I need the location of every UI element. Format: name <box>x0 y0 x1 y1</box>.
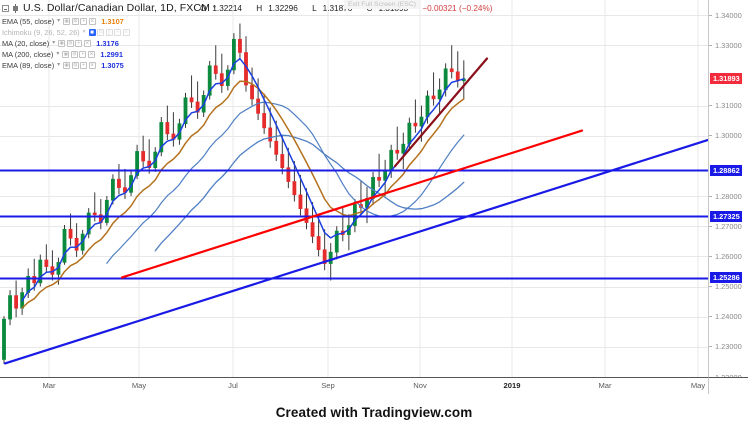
exit-fullscreen-tooltip: Exit Full Screen (ESC) <box>344 0 420 9</box>
add-icon[interactable]: + <box>80 17 88 25</box>
chart-plot-area[interactable] <box>0 0 708 377</box>
candlestick-icon[interactable] <box>12 4 20 13</box>
moving-average-series <box>21 57 465 309</box>
major-uptrend-blue <box>3 138 708 365</box>
legend-indicator-name[interactable]: MA (200, close) <box>2 50 54 59</box>
time-axis[interactable]: Mar May Jul Sep Nov 2019 Mar May <box>0 377 708 394</box>
settings-icon[interactable]: ⚙ <box>71 17 79 25</box>
legend-indicator-name[interactable]: EMA (89, close) <box>2 61 55 70</box>
bracket-icon[interactable]: [] <box>105 29 113 36</box>
legend-indicator-value: 1.2991 <box>100 50 123 59</box>
price-badge-support-1[interactable]: 1.27325 <box>710 210 742 222</box>
close-icon[interactable]: ✕ <box>88 61 96 69</box>
time-tick: Mar <box>598 381 612 390</box>
close-icon[interactable]: ✕ <box>87 50 95 58</box>
close-icon[interactable]: ✕ <box>83 39 91 47</box>
chevron-down-icon[interactable]: ▾ <box>56 51 60 57</box>
chevron-down-icon[interactable]: ▾ <box>212 5 216 11</box>
legend-indicator-name[interactable]: Ichimoku (9, 26, 52, 26) <box>2 28 80 37</box>
legend-row-3[interactable]: MA (200, close) ▾ ◉ ⚙ + ✕ 1.2991 <box>2 49 219 60</box>
eye-icon[interactable]: ◉ <box>62 50 70 58</box>
eye-icon[interactable]: ◉ <box>63 61 71 69</box>
legend-symbol-row[interactable]: U.S. Dollar/Canadian Dollar, 1D, FXCM ▾ <box>2 2 219 15</box>
time-tick: 2019 <box>503 381 521 390</box>
chevron-down-icon[interactable]: ▾ <box>52 40 56 46</box>
price-tick: 1.28000 <box>709 191 742 202</box>
legend-indicator-rows: EMA (55, close) ▾ ◉ ⚙ + ✕ 1.3107 Ichimoku (9, 2… <box>2 16 219 71</box>
legend-indicator-value: 1.3176 <box>96 39 119 48</box>
legend-indicator-value: 1.3107 <box>101 17 124 26</box>
collapse-icon[interactable] <box>2 5 9 12</box>
add-icon[interactable]: + <box>80 61 88 69</box>
close-icon[interactable]: ✕ <box>88 17 96 25</box>
legend-row-4[interactable]: EMA (89, close) ▾ ◉ ⚙ + ✕ 1.3075 <box>2 60 219 71</box>
change-value: −0.00321 (−0.24%) <box>422 4 493 13</box>
price-tick: 1.27000 <box>709 221 742 232</box>
symbol-title[interactable]: U.S. Dollar/Canadian Dollar, 1D, FXCM <box>23 2 210 14</box>
price-tick: 1.31000 <box>709 100 742 111</box>
legend-row-2[interactable]: MA (20, close) ▾ ◉ ⚙ + ✕ 1.3176 <box>2 38 219 49</box>
add-icon[interactable]: + <box>114 28 122 36</box>
eye-icon[interactable]: ◉ <box>63 17 71 25</box>
chevron-down-icon[interactable]: ▾ <box>57 18 61 24</box>
legend-row-1[interactable]: Ichimoku (9, 26, 52, 26) ▾ ◉ ⚙[] + ✕ <box>2 27 219 38</box>
price-axis[interactable]: 1.34000 1.33000 1.31000 1.30000 1.28000 1.270… <box>708 0 748 382</box>
ema-89-line <box>106 101 465 264</box>
chevron-down-icon[interactable]: ▾ <box>82 29 86 35</box>
time-tick: May <box>690 381 706 390</box>
add-icon[interactable]: + <box>79 50 87 58</box>
chart-canvas <box>0 0 708 377</box>
legend-indicator-name[interactable]: EMA (55, close) <box>2 17 55 26</box>
eye-icon[interactable]: ◉ <box>58 39 66 47</box>
legend-indicator-value: 1.3075 <box>101 61 124 70</box>
settings-icon[interactable]: ⚙ <box>66 39 74 47</box>
ema-55-line <box>21 80 465 309</box>
time-tick: May <box>131 381 147 390</box>
eye-icon[interactable]: ◉ <box>88 28 96 36</box>
page-caption: Created with Tradingview.com <box>275 405 473 420</box>
axis-corner <box>708 377 748 394</box>
time-tick: Mar <box>42 381 56 390</box>
gridlines <box>0 0 708 377</box>
legend-indicator-name[interactable]: MA (20, close) <box>2 39 50 48</box>
settings-icon[interactable]: ⚙ <box>71 61 79 69</box>
ma-200-line <box>154 134 465 252</box>
chart-frame: U.S. Dollar/Canadian Dollar, 1D, FXCM ▾ … <box>0 0 748 394</box>
price-tick: 1.26000 <box>709 251 742 262</box>
candlestick-series <box>2 23 466 364</box>
price-badge-last-price[interactable]: 1.31893 <box>710 73 742 85</box>
high-label: H 1.32296 <box>256 4 298 13</box>
price-badge-resistance-1[interactable]: 1.28862 <box>710 164 742 176</box>
horizontal-levels <box>0 169 708 280</box>
time-tick: Nov <box>413 381 427 390</box>
legend-row-0[interactable]: EMA (55, close) ▾ ◉ ⚙ + ✕ 1.3107 <box>2 16 219 27</box>
chevron-down-icon[interactable]: ▾ <box>57 62 61 68</box>
add-icon[interactable]: + <box>75 39 83 47</box>
price-tick: 1.25000 <box>709 281 742 292</box>
ma-20-line <box>21 57 465 302</box>
price-tick: 1.23000 <box>709 341 742 352</box>
steep-uptrend-darkred <box>393 57 489 168</box>
trendlines <box>3 57 708 365</box>
mid-uptrend-red <box>120 129 584 279</box>
time-tick: Sep <box>321 381 335 390</box>
settings-icon[interactable]: ⚙ <box>70 50 78 58</box>
price-tick: 1.33000 <box>709 40 742 51</box>
open-label: O 1.32214 <box>200 4 242 13</box>
price-badge-support-2[interactable]: 1.25286 <box>710 272 742 284</box>
price-tick: 1.30000 <box>709 130 742 141</box>
settings-icon[interactable]: ⚙ <box>97 28 105 36</box>
low-label: L 1.31876 <box>312 4 353 13</box>
close-icon[interactable]: ✕ <box>122 28 130 36</box>
chart-legend: U.S. Dollar/Canadian Dollar, 1D, FXCM ▾ … <box>2 2 219 71</box>
time-tick: Jul <box>228 381 238 390</box>
price-tick: 1.34000 <box>709 10 742 21</box>
price-tick: 1.24000 <box>709 311 742 322</box>
